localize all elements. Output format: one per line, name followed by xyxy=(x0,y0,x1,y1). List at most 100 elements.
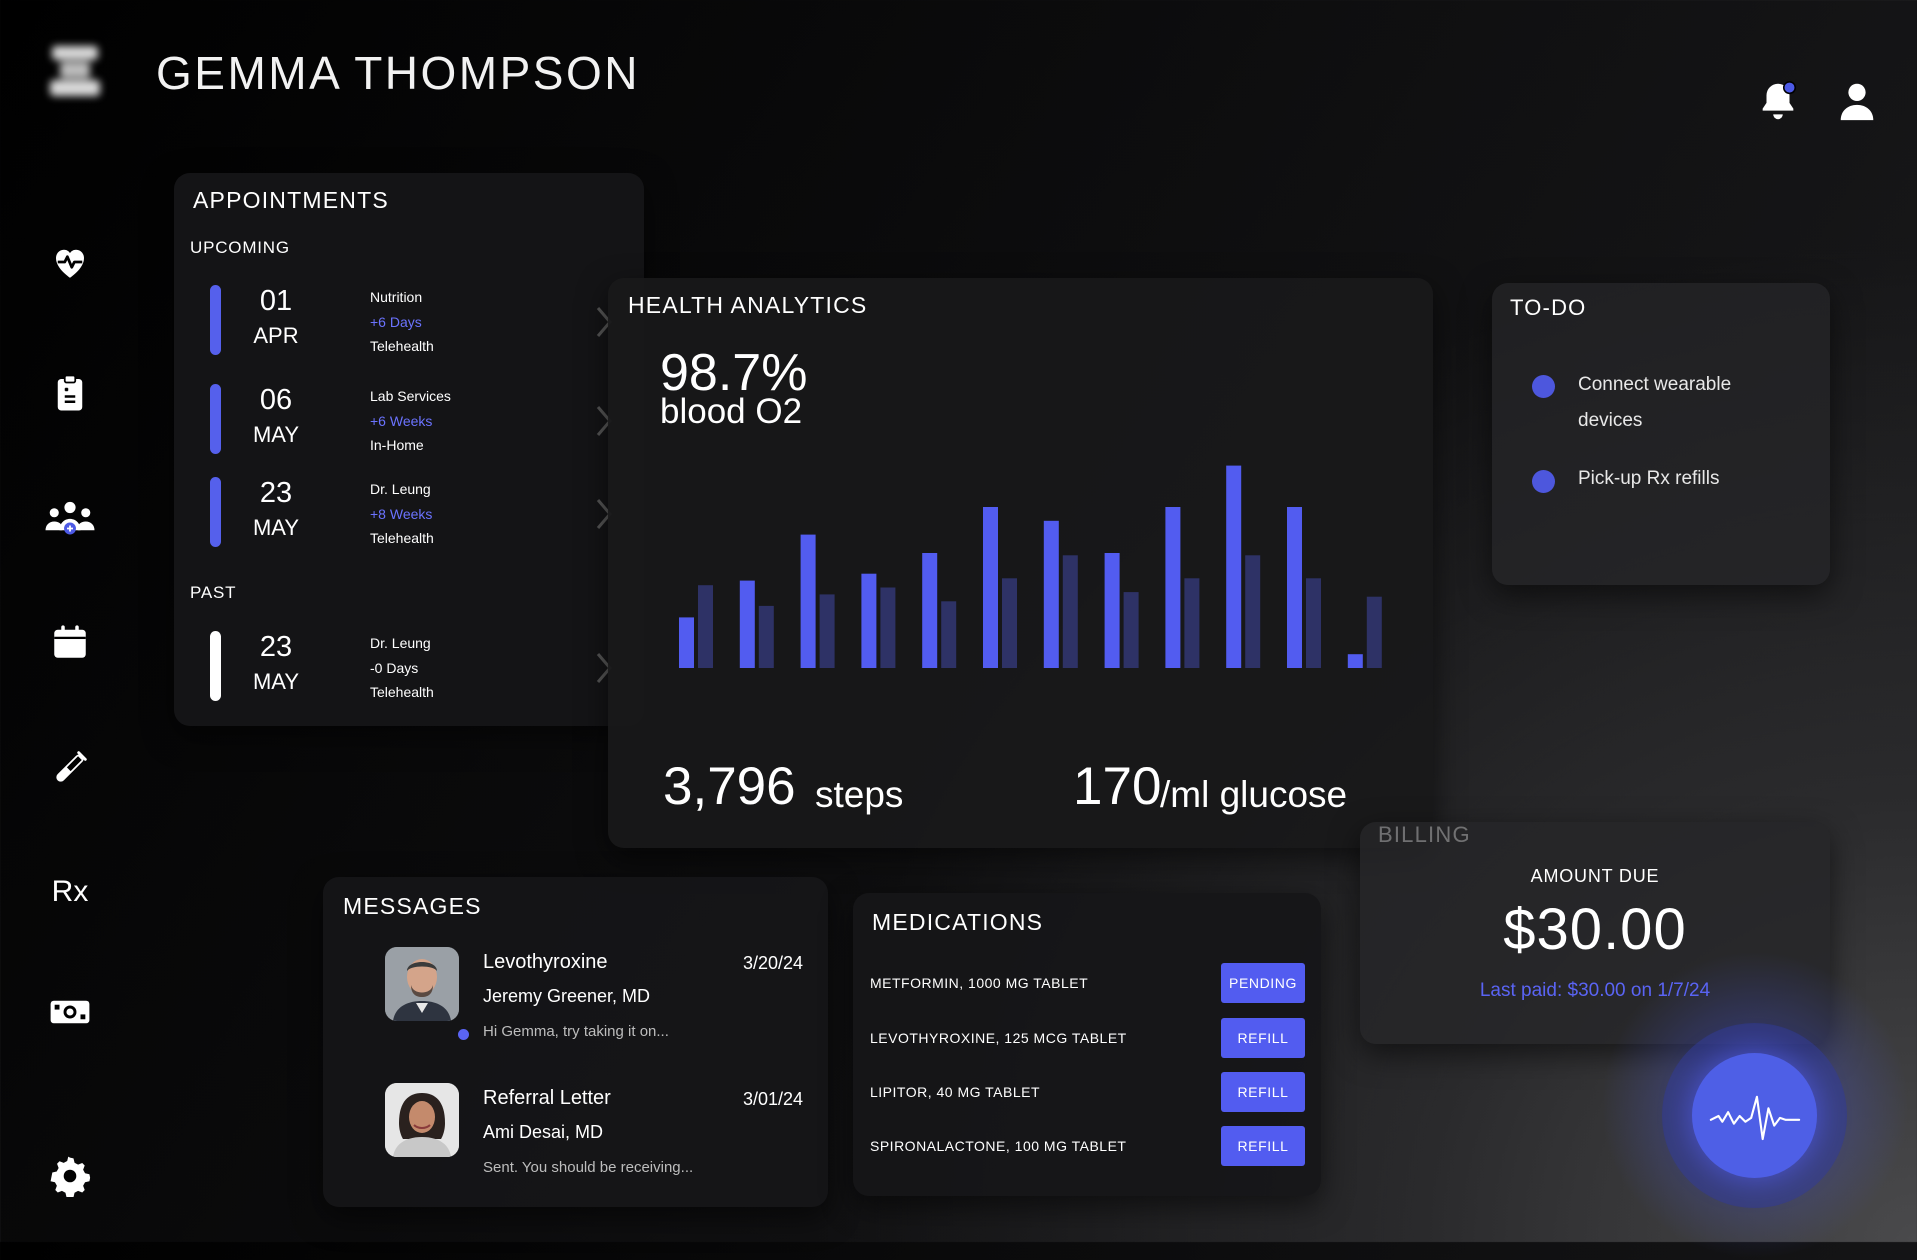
todo-checkbox[interactable] xyxy=(1532,375,1555,398)
chart-bar-primary-6 xyxy=(983,507,998,668)
settings-icon[interactable] xyxy=(40,1146,100,1206)
unread-indicator xyxy=(458,1029,469,1040)
chart-bar-primary-7 xyxy=(1043,520,1059,668)
app-logo xyxy=(46,42,104,102)
notification-bell-icon[interactable] xyxy=(1755,78,1801,124)
todo-checkbox[interactable] xyxy=(1532,470,1555,493)
message-item[interactable]: Levothyroxine 3/20/24 Jeremy Greener, MD… xyxy=(323,877,828,1040)
lab-test-icon[interactable] xyxy=(40,738,100,798)
appointment-type: Lab Services xyxy=(370,388,451,404)
health-analytics-title: HEALTH ANALYTICS xyxy=(628,292,868,318)
message-subject: Referral Letter xyxy=(483,1087,611,1109)
avatar xyxy=(385,947,459,1021)
appointment-type: Dr. Leung xyxy=(370,635,431,651)
medications-card: MEDICATIONS METFORMIN, 1000 MG TABLET PE… xyxy=(853,893,1321,1196)
amount-due-label: AMOUNT DUE xyxy=(1530,866,1660,886)
billing-icon[interactable] xyxy=(40,982,100,1042)
steps-value: 3,796 xyxy=(663,757,796,816)
chart-bar-primary-10 xyxy=(1226,465,1242,668)
glucose-value: 170 xyxy=(1073,757,1162,816)
user-profile-icon[interactable] xyxy=(1834,78,1880,124)
clipboard-icon[interactable] xyxy=(40,363,100,423)
appointment-row[interactable]: 23 MAY Dr. Leung -0 Days Telehealth xyxy=(174,631,644,717)
medication-name: LEVOTHYROXINE, 125 MCG TABLET xyxy=(870,1030,1127,1046)
upcoming-label: UPCOMING xyxy=(190,238,290,257)
refill-button[interactable]: REFILL xyxy=(1221,1072,1305,1112)
message-sender: Jeremy Greener, MD xyxy=(483,986,651,1006)
appointment-day: 23 xyxy=(259,631,293,663)
message-preview: Hi Gemma, try taking it on... xyxy=(483,1023,669,1040)
appointments-card: APPOINTMENTS UPCOMING 01 APR Nutrition +… xyxy=(174,173,644,726)
appointment-month: MAY xyxy=(252,422,300,447)
message-preview: Sent. You should be receiving... xyxy=(483,1159,694,1176)
chart-bar-secondary-7 xyxy=(1062,555,1078,668)
appointment-mode: Telehealth xyxy=(370,530,434,546)
chart-bar-primary-3 xyxy=(800,534,816,668)
past-label: PAST xyxy=(190,583,237,602)
chart-bar-primary-2 xyxy=(739,580,755,668)
refill-button[interactable]: REFILL xyxy=(1221,1018,1305,1058)
chart-bar-secondary-5 xyxy=(941,601,957,668)
appointment-status-bar xyxy=(210,477,221,547)
pending-button[interactable]: PENDING xyxy=(1221,963,1305,1003)
medications-title: MEDICATIONS xyxy=(872,909,1044,935)
chart-bar-primary-5 xyxy=(922,553,938,668)
message-sender: Ami Desai, MD xyxy=(483,1122,604,1142)
appointment-mode: Telehealth xyxy=(370,338,434,354)
appointment-relative-time: +6 Days xyxy=(370,314,422,330)
todo-card: TO-DO Connect wearable devices Pick-up R… xyxy=(1492,283,1830,585)
appointment-relative-time: -0 Days xyxy=(370,660,419,676)
chart-bar-primary-4 xyxy=(861,573,877,668)
care-team-icon[interactable] xyxy=(40,488,100,548)
heartbeat-icon xyxy=(1709,1095,1800,1140)
appointment-month: MAY xyxy=(252,515,300,540)
appointment-status-bar xyxy=(210,384,221,454)
chart-bar-secondary-11 xyxy=(1306,578,1321,668)
health-bar-chart xyxy=(679,465,1382,668)
todo-item[interactable]: Pick-up Rx refills xyxy=(1578,468,1720,489)
todo-item[interactable]: Connect wearable devices xyxy=(1578,374,1732,431)
messages-title: MESSAGES xyxy=(343,893,482,919)
calendar-icon[interactable] xyxy=(40,612,100,672)
chart-bar-secondary-4 xyxy=(880,587,896,668)
appointment-row[interactable]: 01 APR Nutrition +6 Days Telehealth xyxy=(174,285,644,371)
chart-bar-secondary-2 xyxy=(758,605,774,668)
rx-nav-item[interactable]: Rx xyxy=(51,875,89,908)
appointment-row[interactable]: 06 MAY Lab Services +6 Weeks In-Home xyxy=(174,384,644,470)
chart-bar-primary-11 xyxy=(1287,507,1302,668)
pulse-action-button[interactable] xyxy=(1692,1053,1817,1178)
appointment-mode: In-Home xyxy=(370,437,424,453)
message-date: 3/01/24 xyxy=(742,1089,803,1109)
medication-name: SPIRONALACTONE, 100 MG TABLET xyxy=(870,1138,1127,1154)
chart-bar-primary-9 xyxy=(1165,507,1181,668)
chart-bar-primary-8 xyxy=(1104,553,1120,668)
chart-bar-secondary-10 xyxy=(1245,555,1261,668)
message-item[interactable]: Referral Letter 3/01/24 Ami Desai, MD Se… xyxy=(323,1037,828,1197)
appointment-type: Dr. Leung xyxy=(370,481,431,497)
chart-bar-secondary-9 xyxy=(1184,578,1200,668)
heart-pulse-icon[interactable] xyxy=(40,232,100,292)
blood-o2-label: blood O2 xyxy=(660,392,803,431)
appointment-mode: Telehealth xyxy=(370,684,434,700)
appointment-status-bar xyxy=(210,631,221,701)
medication-name: LIPITOR, 40 MG TABLET xyxy=(870,1084,1040,1100)
appointment-day: 01 xyxy=(259,285,293,317)
appointment-relative-time: +6 Weeks xyxy=(370,413,433,429)
chart-bar-primary-1 xyxy=(679,617,694,668)
messages-card: MESSAGES Levothyroxine 3/20/24 Jeremy Gr… xyxy=(323,877,828,1207)
todo-title: TO-DO xyxy=(1510,295,1587,320)
chart-bar-secondary-12 xyxy=(1366,596,1382,668)
appointment-month: APR xyxy=(253,323,299,348)
refill-button[interactable]: REFILL xyxy=(1221,1126,1305,1166)
billing-title: BILLING xyxy=(1378,822,1471,847)
appointment-month: MAY xyxy=(252,669,300,694)
appointment-day: 23 xyxy=(259,477,293,509)
chart-bar-secondary-1 xyxy=(698,585,713,668)
appointment-day: 06 xyxy=(259,384,293,416)
medication-name: METFORMIN, 1000 MG TABLET xyxy=(870,975,1089,991)
appointment-status-bar xyxy=(210,285,221,355)
avatar xyxy=(385,1083,459,1157)
chart-bar-secondary-3 xyxy=(819,594,835,668)
chart-bar-secondary-8 xyxy=(1123,592,1139,668)
appointment-row[interactable]: 23 MAY Dr. Leung +8 Weeks Telehealth xyxy=(174,477,644,563)
